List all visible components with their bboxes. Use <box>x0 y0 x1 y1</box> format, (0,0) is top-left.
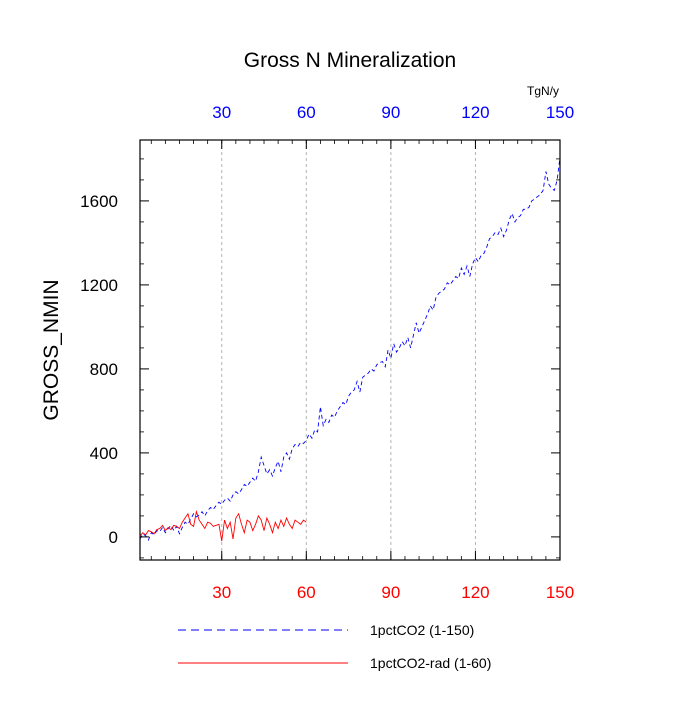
x-tick-label-top: 120 <box>461 103 489 122</box>
grid-layer <box>221 140 476 560</box>
series-line-2 <box>139 509 307 542</box>
y-axis-label: GROSS_NMIN <box>40 279 63 420</box>
x-tick-label-bottom: 30 <box>212 583 231 602</box>
x-tick-label-bottom: 90 <box>381 583 400 602</box>
series-layer <box>139 156 561 542</box>
legend-label-2: 1pctCO2-rad (1-60) <box>370 655 491 671</box>
x-tick-label-top: 150 <box>546 103 574 122</box>
legend-label-1: 1pctCO2 (1-150) <box>370 622 474 638</box>
x-tick-label-bottom: 120 <box>461 583 489 602</box>
legend: 1pctCO2 (1-150) 1pctCO2-rad (1-60) <box>178 622 491 671</box>
x-tick-label-bottom: 60 <box>297 583 316 602</box>
y-tick-label: 0 <box>109 528 118 547</box>
y-tick-label: 1600 <box>80 192 118 211</box>
y-tick-label: 400 <box>90 444 118 463</box>
x-tick-label-bottom: 150 <box>546 583 574 602</box>
series-line-1 <box>139 156 561 542</box>
plot-frame <box>139 139 561 561</box>
y-tick-label: 800 <box>90 360 118 379</box>
units-label: TgN/y <box>527 84 559 98</box>
x-tick-label-top: 90 <box>381 103 400 122</box>
chart-title: Gross N Mineralization <box>244 49 456 72</box>
axes-layer: 30 30 60 60 90 90 120 120 150 150 0 400 800 1200 1600 <box>80 103 574 602</box>
x-tick-label-top: 60 <box>297 103 316 122</box>
y-tick-label: 1200 <box>80 276 118 295</box>
x-tick-label-top: 30 <box>212 103 231 122</box>
